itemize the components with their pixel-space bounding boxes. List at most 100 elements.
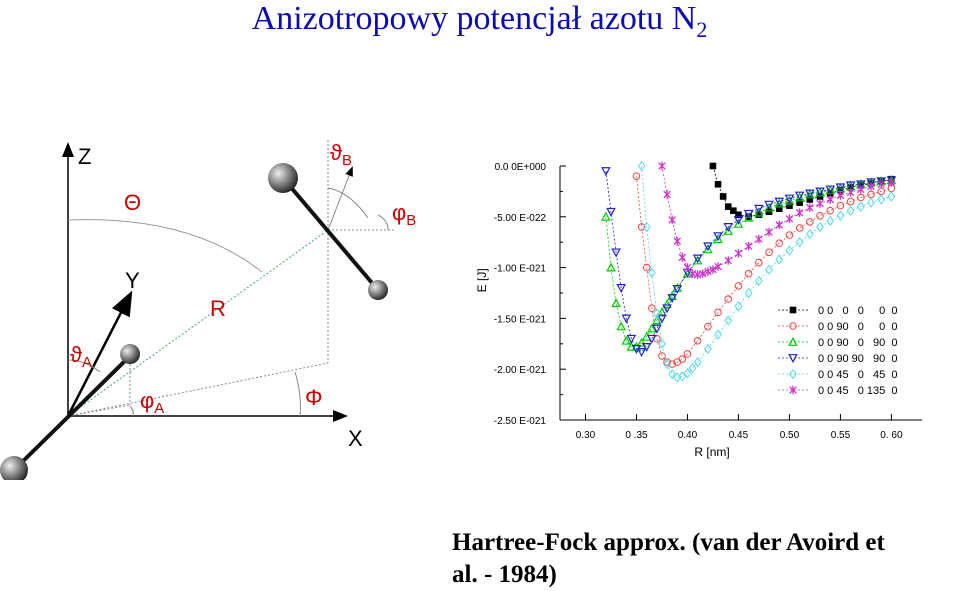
data-point xyxy=(647,304,656,313)
legend-marker xyxy=(789,385,797,395)
legend-marker xyxy=(789,322,797,330)
legend-label: 0 0 90 0 90 0 xyxy=(818,337,898,349)
y-axis-title: E [J] xyxy=(475,268,489,292)
data-point xyxy=(784,194,795,204)
data-point xyxy=(668,360,676,368)
phi-a-symbol: φ xyxy=(140,388,154,413)
y-tick-label: -1.00 E-021 xyxy=(494,264,547,275)
data-point xyxy=(755,258,763,267)
axis-x-label: X xyxy=(348,426,363,451)
data-point xyxy=(887,177,896,187)
legend-marker xyxy=(788,354,798,364)
phi-b-arc xyxy=(377,214,389,231)
data-point xyxy=(734,249,743,258)
x-axis-title: R [nm] xyxy=(694,445,729,459)
data-point xyxy=(857,185,865,194)
phi-big-arc xyxy=(294,371,301,417)
data-point xyxy=(794,192,805,202)
theta-b-subscript: B xyxy=(342,152,352,169)
data-point xyxy=(652,315,662,325)
data-point xyxy=(658,352,666,360)
data-point xyxy=(816,193,824,200)
axis-z-label: Z xyxy=(78,144,91,169)
data-point xyxy=(642,263,651,272)
data-point xyxy=(784,195,795,205)
data-point xyxy=(877,194,886,205)
legend-box xyxy=(772,300,928,404)
data-point xyxy=(601,211,611,221)
data-point xyxy=(836,191,845,200)
data-point xyxy=(754,207,764,217)
data-point xyxy=(663,358,671,366)
data-point xyxy=(806,218,814,226)
y-tick-label: -5.00 E-022 xyxy=(494,213,547,224)
data-point xyxy=(636,348,647,357)
data-point xyxy=(658,338,666,349)
phi-a-label: φA xyxy=(140,388,164,417)
legend-label: 0 0 90 90 90 0 xyxy=(818,353,898,365)
data-point xyxy=(744,241,753,251)
data-point xyxy=(678,371,687,382)
data-point xyxy=(703,242,713,252)
y-tick-label: -1.50 E-021 xyxy=(494,314,547,325)
data-point xyxy=(713,232,723,242)
data-point xyxy=(662,299,672,309)
data-point xyxy=(816,211,824,220)
data-point xyxy=(709,162,717,170)
data-point xyxy=(744,269,753,278)
data-point xyxy=(836,201,845,210)
data-point xyxy=(765,264,773,275)
caption-line-1: Hartree-Fock approx. (van der Avoird et xyxy=(452,529,885,556)
data-point xyxy=(826,215,835,226)
page-title-subscript: 2 xyxy=(696,16,708,42)
data-point xyxy=(815,187,825,197)
data-point xyxy=(847,184,854,191)
caption: Hartree-Fock approx. (van der Avoird et … xyxy=(452,527,959,591)
data-point xyxy=(735,211,742,219)
data-point xyxy=(845,181,856,191)
x-tick-label: 0.45 xyxy=(729,430,749,441)
legend-marker xyxy=(789,368,797,380)
data-point xyxy=(755,234,763,244)
data-point xyxy=(733,218,744,228)
x-tick-label: 0.40 xyxy=(678,430,698,441)
series-line-2 xyxy=(636,176,892,365)
y-tick-label: 0.0 0E+000 xyxy=(495,162,547,173)
x-tick-label: 0.30 xyxy=(576,430,596,441)
legend-label: 0 0 90 0 0 0 xyxy=(818,321,898,333)
data-point xyxy=(606,262,616,272)
phi-b-symbol: φ xyxy=(392,200,406,225)
data-point xyxy=(867,182,875,191)
data-point xyxy=(658,161,666,171)
page-title: Anizotropowy potencjał azotu N2 xyxy=(0,0,959,49)
data-point xyxy=(683,368,692,379)
x-tick-label: 0.55 xyxy=(831,430,851,441)
data-point xyxy=(857,193,865,202)
theta-b-arc xyxy=(327,187,369,219)
data-point xyxy=(734,282,743,290)
series-line-1 xyxy=(712,165,892,218)
data-point xyxy=(724,203,732,210)
data-point xyxy=(693,336,702,345)
data-point xyxy=(765,248,773,257)
data-point xyxy=(796,199,803,206)
projection-line xyxy=(67,362,329,417)
data-point xyxy=(734,301,743,312)
molecule-a-atom-2 xyxy=(120,344,140,364)
data-point xyxy=(672,282,683,292)
data-point xyxy=(703,343,712,355)
data-point xyxy=(683,350,692,358)
data-point xyxy=(795,208,804,218)
axis-y-label: Y xyxy=(125,268,140,293)
data-point xyxy=(714,180,722,188)
legend-marker xyxy=(788,336,798,346)
phi-b-label: φB xyxy=(392,200,416,229)
data-point xyxy=(877,179,885,189)
data-point xyxy=(663,190,671,199)
r-label: R xyxy=(210,296,226,321)
data-point xyxy=(825,185,836,195)
x-tick-label: 0.50 xyxy=(780,430,800,441)
data-point xyxy=(786,202,793,209)
theta-big-label: Θ xyxy=(124,190,141,215)
data-point xyxy=(683,263,692,272)
